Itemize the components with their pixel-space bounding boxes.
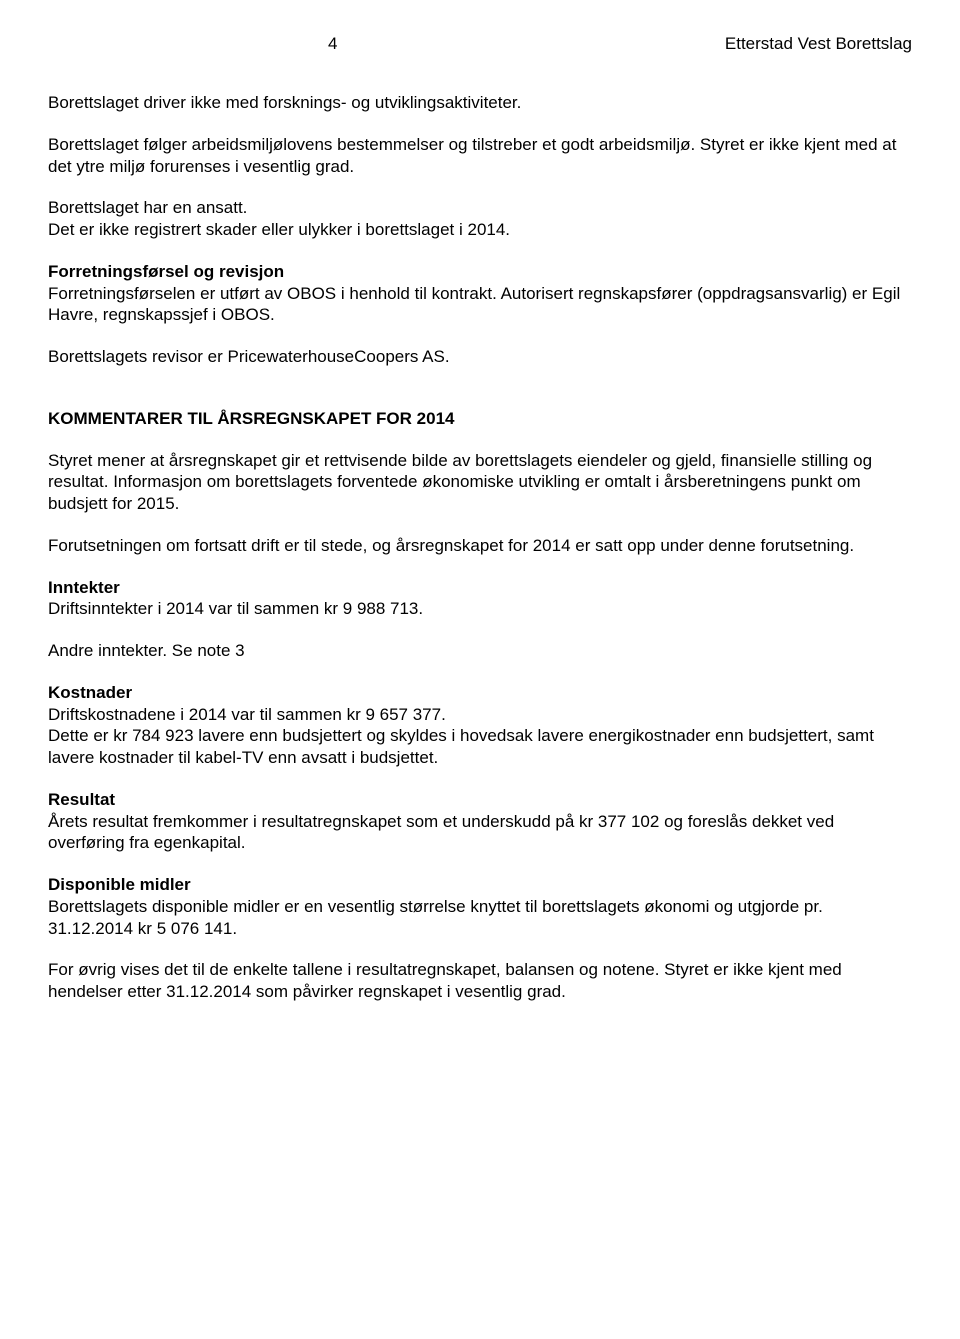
body-paragraph: Disponible midler Borettslagets disponib…: [48, 874, 912, 939]
section-heading: Disponible midler: [48, 875, 191, 894]
body-paragraph: Forretningsførsel og revisjon Forretning…: [48, 261, 912, 326]
spacer: [48, 326, 912, 346]
section-heading: Resultat: [48, 790, 115, 809]
body-paragraph: Det er ikke registrert skader eller ulyk…: [48, 219, 912, 241]
body-paragraph: Borettslaget følger arbeidsmiljølovens b…: [48, 134, 912, 178]
body-text: Dette er kr 784 923 lavere enn budsjette…: [48, 726, 874, 767]
heading-text: KOMMENTARER TIL ÅRSREGNSKAPET FOR 2014: [48, 409, 454, 428]
document-page: 4 Etterstad Vest Borettslag Borettslaget…: [0, 0, 960, 1339]
body-text: Forretningsførselen er utført av OBOS i …: [48, 284, 900, 325]
page-header: 4 Etterstad Vest Borettslag: [48, 34, 912, 54]
body-paragraph: Borettslaget driver ikke med forsknings-…: [48, 92, 912, 114]
body-paragraph: Resultat Årets resultat fremkommer i res…: [48, 789, 912, 854]
body-paragraph: Borettslagets revisor er Pricewaterhouse…: [48, 346, 912, 368]
body-paragraph: Inntekter Driftsinntekter i 2014 var til…: [48, 577, 912, 621]
body-text: Borettslagets disponible midler er en ve…: [48, 897, 823, 938]
body-paragraph: Borettslaget har en ansatt.: [48, 197, 912, 219]
document-title: Etterstad Vest Borettslag: [725, 34, 912, 54]
section-heading: Inntekter: [48, 578, 120, 597]
section-heading: Kostnader: [48, 683, 132, 702]
body-paragraph: Forutsetningen om fortsatt drift er til …: [48, 535, 912, 557]
body-text: Årets resultat fremkommer i resultatregn…: [48, 812, 834, 853]
section-heading: KOMMENTARER TIL ÅRSREGNSKAPET FOR 2014: [48, 408, 912, 430]
body-text: Driftskostnadene i 2014 var til sammen k…: [48, 705, 446, 724]
body-paragraph: For øvrig vises det til de enkelte talle…: [48, 959, 912, 1003]
body-paragraph: Andre inntekter. Se note 3: [48, 640, 912, 662]
body-paragraph: Kostnader Driftskostnadene i 2014 var ti…: [48, 682, 912, 769]
body-text: Driftsinntekter i 2014 var til sammen kr…: [48, 599, 423, 618]
spacer: [48, 388, 912, 408]
section-heading: Forretningsførsel og revisjon: [48, 262, 284, 281]
page-number: 4: [328, 34, 337, 54]
body-paragraph: Styret mener at årsregnskapet gir et ret…: [48, 450, 912, 515]
